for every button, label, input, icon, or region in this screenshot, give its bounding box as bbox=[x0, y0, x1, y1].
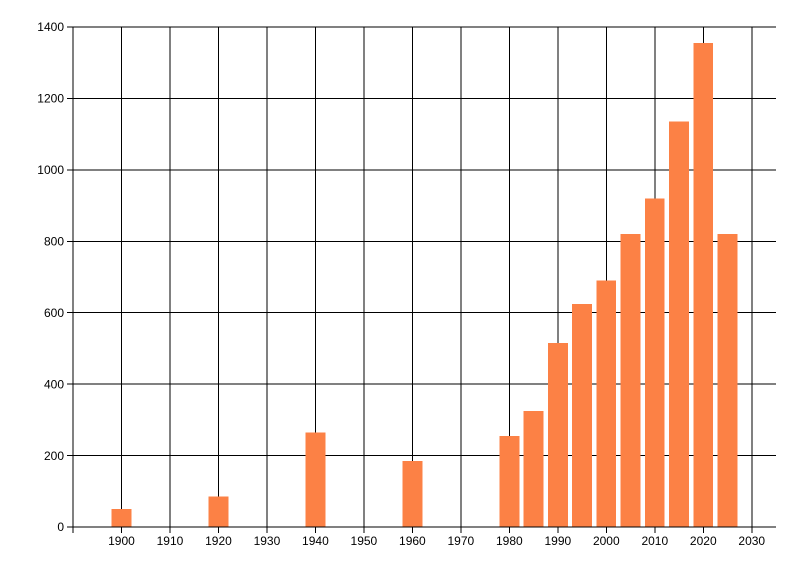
x-tick-label: 2000 bbox=[593, 534, 620, 548]
bar-1985 bbox=[523, 410, 544, 527]
x-tick-label: 1910 bbox=[157, 534, 184, 548]
x-tick-label: 2010 bbox=[641, 534, 668, 548]
x-tick-label: 1930 bbox=[254, 534, 281, 548]
x-tick-label: 1990 bbox=[544, 534, 571, 548]
bar-1980 bbox=[499, 435, 520, 527]
y-tick-label: 400 bbox=[44, 377, 64, 391]
bar-2000 bbox=[596, 280, 617, 527]
y-tick-label: 600 bbox=[44, 306, 64, 320]
x-tick-label: 1970 bbox=[448, 534, 475, 548]
bar-2025 bbox=[717, 234, 738, 527]
y-tick-label: 1000 bbox=[37, 163, 64, 177]
x-tick-label: 1900 bbox=[108, 534, 135, 548]
x-tick-label: 1980 bbox=[496, 534, 523, 548]
y-tick-label: 0 bbox=[57, 520, 64, 534]
x-tick-label: 1940 bbox=[302, 534, 329, 548]
bar-2020 bbox=[693, 43, 714, 527]
y-tick-label: 800 bbox=[44, 234, 64, 248]
x-tick-label: 2020 bbox=[690, 534, 717, 548]
bar-2015 bbox=[669, 121, 689, 528]
x-tick-label: 1950 bbox=[351, 534, 378, 548]
x-tick-label: 1960 bbox=[399, 534, 426, 548]
x-tick-label: 2030 bbox=[738, 534, 765, 548]
x-tick-label: 1920 bbox=[205, 534, 232, 548]
bar-1940 bbox=[305, 432, 326, 527]
bar-1995 bbox=[572, 303, 593, 527]
y-tick-label: 200 bbox=[44, 449, 64, 463]
y-tick-label: 1200 bbox=[37, 92, 64, 106]
bar-1900 bbox=[111, 509, 132, 527]
bar-1960 bbox=[402, 460, 423, 527]
bar-2005 bbox=[620, 234, 641, 527]
bar-1920 bbox=[208, 496, 229, 527]
bar-2010 bbox=[644, 198, 665, 527]
y-tick-label: 1400 bbox=[37, 20, 64, 34]
bar-1990 bbox=[547, 343, 568, 527]
